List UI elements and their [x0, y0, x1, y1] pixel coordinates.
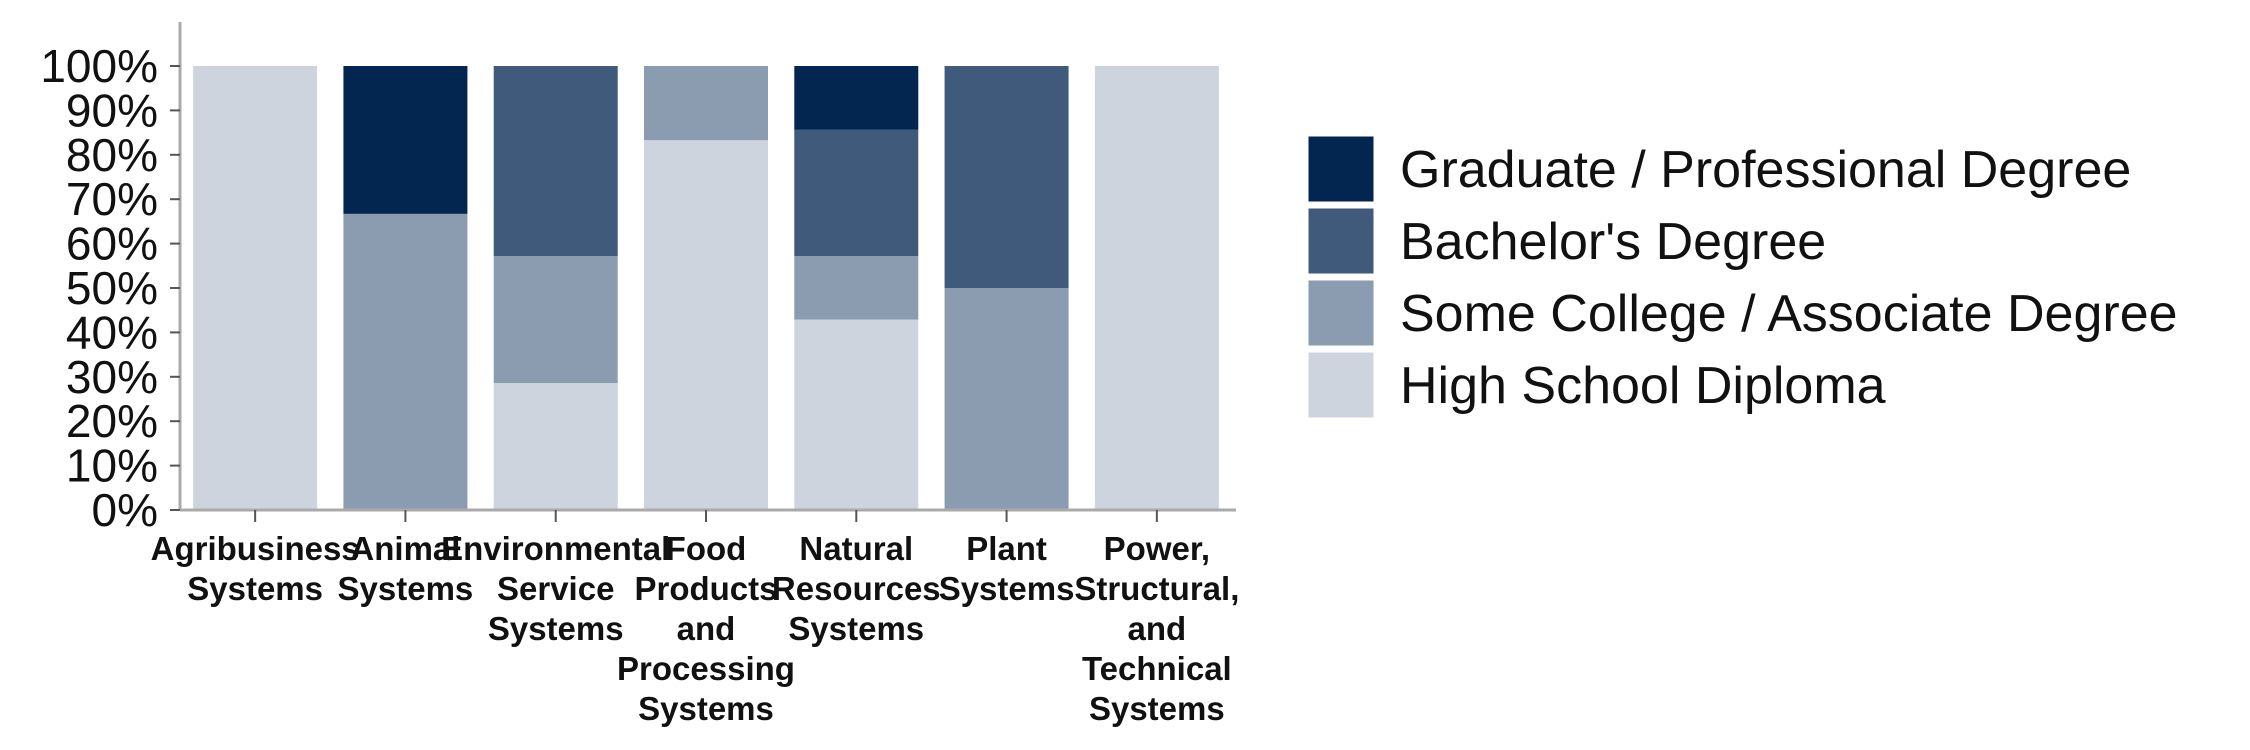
- x-tick-label-line: Environmental: [441, 530, 670, 567]
- y-tick-label: 60%: [66, 218, 158, 270]
- legend-label-some-college-associate-degree: Some College / Associate Degree: [1400, 285, 2178, 343]
- bar-agribusiness-systems-high-school-diploma: [193, 66, 318, 510]
- legend-label-graduate-professional-degree: Graduate / Professional Degree: [1400, 141, 2131, 199]
- x-tick-label-line: Food: [666, 530, 747, 567]
- x-tick-label-line: Systems: [338, 570, 474, 607]
- bar-environmental-service-systems-high-school-diploma: [493, 383, 618, 510]
- x-tick-label-line: Processing: [617, 650, 795, 687]
- x-tick-label-line: Animal: [350, 530, 460, 567]
- axes-group: 0%10%20%30%40%50%60%70%80%90%100% Agribus…: [40, 22, 1239, 727]
- x-tick-label-line: Plant: [966, 530, 1047, 567]
- bar-natural-resources-systems-some-college-associate-degree: [794, 256, 919, 320]
- y-tick-label: 90%: [66, 84, 158, 136]
- x-tick-label-food-products-and-processing-systems: Food Products and Processing Systems: [617, 530, 795, 727]
- bar-plant-systems-bachelor-s-degree: [944, 66, 1069, 288]
- x-tick-label-natural-resources-systems: Natural Resources Systems: [772, 530, 941, 647]
- x-tick-label-line: Technical: [1082, 650, 1232, 687]
- bar-natural-resources-systems-high-school-diploma: [794, 319, 919, 510]
- legend-label-bachelor-s-degree: Bachelor's Degree: [1400, 213, 1826, 271]
- bar-environmental-service-systems-some-college-associate-degree: [493, 256, 618, 384]
- x-tick-label-agribusiness-systems: Agribusiness Systems: [151, 530, 360, 607]
- y-tick-label: 70%: [66, 173, 158, 225]
- bar-animal-systems-graduate-professional-degree: [343, 66, 468, 214]
- x-tick-label-line: Service: [497, 570, 614, 607]
- bar-natural-resources-systems-bachelor-s-degree: [794, 129, 919, 257]
- x-tick-label-line: Resources: [772, 570, 941, 607]
- y-tick-label: 40%: [66, 306, 158, 358]
- y-tick-label: 10%: [66, 440, 158, 492]
- x-tick-label-animal-systems: Animal Systems: [338, 530, 474, 607]
- y-tick-label: 80%: [66, 129, 158, 181]
- y-tick-label: 100%: [40, 40, 158, 92]
- x-tick-label-line: Systems: [788, 610, 924, 647]
- bar-natural-resources-systems-graduate-professional-degree: [794, 66, 919, 130]
- x-tick-label-line: Systems: [488, 610, 624, 647]
- x-tick-label-line: Agribusiness: [151, 530, 360, 567]
- y-tick-label: 50%: [66, 262, 158, 314]
- legend-swatch-graduate-professional-degree: [1305, 133, 1377, 205]
- x-tick-label-line: Natural: [799, 530, 913, 567]
- x-tick-label-line: and: [677, 610, 736, 647]
- x-tick-label-line: Systems: [638, 690, 774, 727]
- legend-swatch-some-college-associate-degree: [1305, 277, 1377, 349]
- x-tick-label-environmental-service-systems: Environmental Service Systems: [441, 530, 670, 647]
- x-tick-label-line: Products: [634, 570, 777, 607]
- y-tick-label: 30%: [66, 351, 158, 403]
- x-tick-label-line: Systems: [939, 570, 1075, 607]
- bar-animal-systems-some-college-associate-degree: [343, 213, 468, 511]
- y-tick-label: 0%: [92, 484, 158, 536]
- legend-swatch-bachelor-s-degree: [1305, 205, 1377, 277]
- bars-group: [193, 66, 1219, 511]
- y-tick-label: 20%: [66, 395, 158, 447]
- x-tick-label-line: Systems: [1089, 690, 1225, 727]
- x-tick-label-power-structural-and-technical-systems: Power, Structural, and Technical Systems: [1074, 530, 1239, 727]
- bar-power-structural-and-technical-systems-high-school-diploma: [1094, 66, 1219, 510]
- x-tick-label-plant-systems: Plant Systems: [939, 530, 1075, 607]
- bar-plant-systems-some-college-associate-degree: [944, 288, 1069, 510]
- legend: Graduate / Professional Degree Bachelor's…: [1305, 133, 2178, 421]
- x-tick-label-line: Systems: [187, 570, 323, 607]
- bar-food-products-and-processing-systems-some-college-associate-degree: [644, 66, 768, 141]
- legend-swatch-high-school-diploma: [1305, 349, 1377, 421]
- bar-environmental-service-systems-bachelor-s-degree: [493, 66, 618, 257]
- bar-food-products-and-processing-systems-high-school-diploma: [644, 140, 768, 510]
- x-tick-label-line: and: [1128, 610, 1187, 647]
- x-tick-label-line: Structural,: [1074, 570, 1239, 607]
- legend-label-high-school-diploma: High School Diploma: [1400, 357, 1886, 415]
- x-tick-label-line: Power,: [1104, 530, 1210, 567]
